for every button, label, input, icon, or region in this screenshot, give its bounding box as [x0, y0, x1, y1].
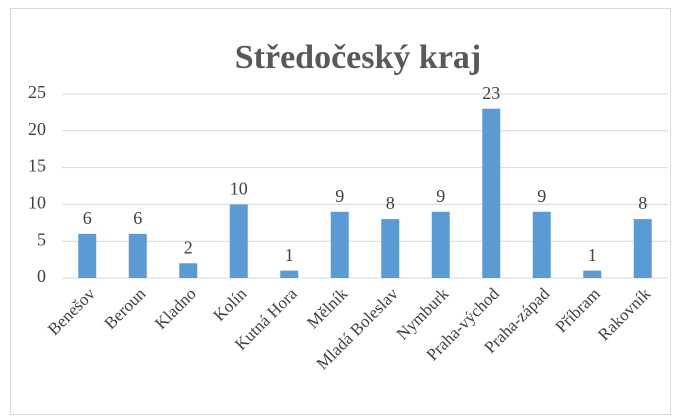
bar	[633, 219, 652, 278]
bar	[482, 108, 501, 278]
y-tick-label: 25	[28, 82, 46, 102]
y-tick-label: 5	[37, 229, 46, 249]
value-label: 6	[83, 208, 92, 228]
bar	[431, 211, 450, 278]
value-label: 1	[285, 245, 294, 265]
value-label: 1	[588, 245, 597, 265]
y-tick-label: 20	[28, 119, 46, 139]
value-label: 8	[386, 193, 395, 213]
value-label: 9	[335, 186, 344, 206]
value-label: 23	[482, 83, 500, 103]
chart-title: Středočeský kraj	[235, 39, 481, 76]
value-label: 2	[184, 237, 193, 257]
bar	[78, 233, 97, 278]
bar	[229, 204, 248, 278]
bar	[179, 263, 198, 278]
bar	[532, 211, 551, 278]
y-tick-label: 0	[37, 266, 46, 286]
bar	[583, 270, 602, 278]
chart-frame	[10, 8, 671, 415]
bar	[330, 211, 349, 278]
value-label: 9	[537, 186, 546, 206]
bar	[381, 219, 400, 278]
value-label: 6	[133, 208, 142, 228]
y-tick-label: 10	[28, 193, 46, 213]
value-label: 10	[230, 179, 248, 199]
bar	[280, 270, 299, 278]
y-tick-label: 15	[28, 156, 46, 176]
value-label: 9	[436, 186, 445, 206]
bar	[128, 233, 147, 278]
value-label: 8	[638, 193, 647, 213]
